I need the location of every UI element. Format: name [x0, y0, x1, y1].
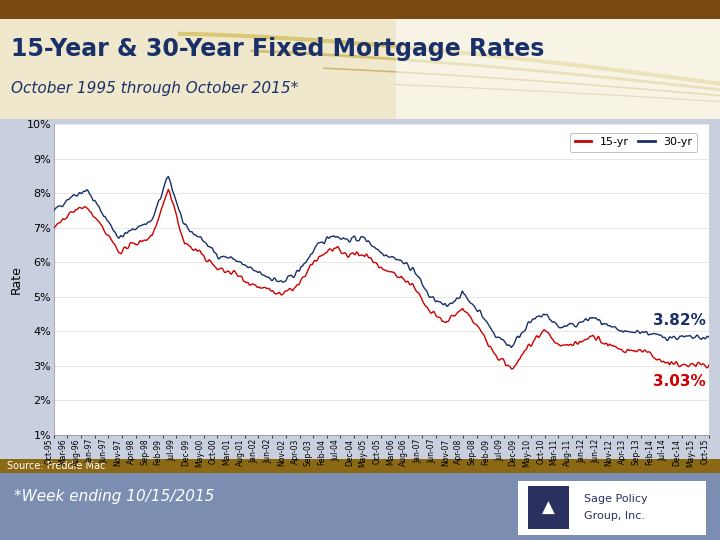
Bar [396, 19, 720, 119]
Text: 3.03%: 3.03% [653, 374, 706, 389]
Text: ▲: ▲ [542, 498, 554, 517]
Legend: 15-yr, 30-yr: 15-yr, 30-yr [570, 133, 697, 152]
Text: 15-Year & 30-Year Fixed Mortgage Rates: 15-Year & 30-Year Fixed Mortgage Rates [11, 37, 544, 61]
Text: 3.82%: 3.82% [653, 313, 706, 328]
Y-axis label: Rate: Rate [9, 265, 22, 294]
Text: Sage Policy: Sage Policy [584, 495, 647, 504]
Text: Source: Freddie Mac: Source: Freddie Mac [7, 461, 106, 471]
Text: Group, Inc.: Group, Inc. [584, 511, 645, 521]
Text: *Week ending 10/15/2015: *Week ending 10/15/2015 [14, 489, 215, 504]
Text: October 1995 through October 2015*: October 1995 through October 2015* [11, 81, 298, 96]
Bar [528, 486, 569, 529]
